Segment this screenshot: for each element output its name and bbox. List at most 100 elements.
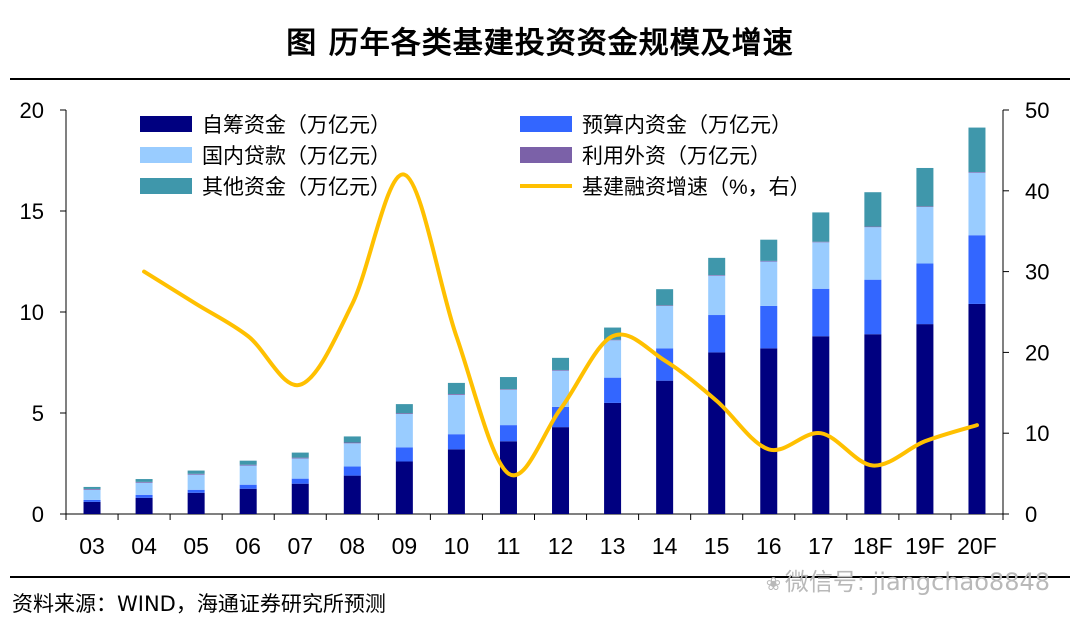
bar-segment — [968, 127, 986, 173]
bar-segment — [499, 389, 517, 390]
legend-label: 预算内资金（万亿元） — [582, 114, 792, 137]
bar-segment — [968, 172, 986, 236]
bar-segment — [812, 241, 830, 243]
legend-swatch — [520, 147, 572, 163]
bar-segment — [656, 305, 674, 349]
x-tick-label: 12 — [548, 533, 574, 559]
legend-label: 基建融资增速（%，右） — [582, 176, 811, 199]
bar-segment — [343, 466, 361, 476]
legend-label: 自筹资金（万亿元） — [202, 114, 391, 137]
bar-segment — [760, 260, 778, 262]
bar-segment — [656, 305, 674, 306]
bar-segment — [83, 486, 101, 489]
right-tick-label: 10 — [1025, 421, 1049, 446]
x-tick-label: 13 — [600, 533, 626, 559]
bar-segment — [291, 452, 309, 458]
bar-segment — [916, 167, 934, 207]
left-tick-label: 20 — [20, 98, 44, 123]
right-tick-label: 0 — [1025, 502, 1037, 527]
legend-label: 国内贷款（万亿元） — [202, 145, 391, 168]
chart-title: 图 历年各类基建投资资金规模及增速 — [286, 26, 794, 61]
bar-segment — [187, 489, 205, 493]
bar-segment — [239, 488, 257, 514]
bar-segment — [499, 441, 517, 514]
x-tick-label: 03 — [79, 533, 105, 559]
x-tick-label: 07 — [287, 533, 313, 559]
bar-segment — [499, 389, 517, 426]
bar-segment — [864, 192, 882, 227]
left-tick-label: 15 — [20, 199, 44, 224]
x-tick-label: 17 — [808, 533, 834, 559]
bar-segment — [187, 474, 205, 490]
x-tick-label: 14 — [652, 533, 678, 559]
bar-segment — [656, 380, 674, 514]
right-tick-label: 30 — [1025, 260, 1049, 285]
x-tick-label: 16 — [756, 533, 782, 559]
bar-segment — [187, 492, 205, 514]
bar-segment — [552, 369, 570, 371]
x-tick-label: 20F — [957, 533, 997, 559]
bar-segment — [447, 394, 465, 395]
bar-segment — [968, 172, 986, 173]
watermark-text: 微信号: jiangchao8848 — [784, 568, 1050, 596]
bar-segment — [239, 460, 257, 465]
bar-segment — [343, 443, 361, 467]
legend-swatch — [140, 116, 192, 132]
legend-label: 其他资金（万亿元） — [202, 176, 391, 199]
bar-segment — [135, 481, 153, 483]
bar-segment — [83, 488, 101, 490]
x-tick-label: 15 — [704, 533, 730, 559]
legend-swatch — [140, 178, 192, 194]
bar-segment — [916, 324, 934, 514]
bar-segment — [447, 434, 465, 450]
bottom-rule — [10, 576, 1070, 578]
bar-segment — [395, 404, 413, 414]
bar-segment — [343, 442, 361, 444]
bar-segment — [916, 206, 934, 207]
x-tick-label: 19F — [905, 533, 945, 559]
bar-segment — [864, 279, 882, 335]
bar-segment — [708, 275, 726, 316]
bar-segment — [343, 436, 361, 443]
bar-segment — [187, 470, 205, 474]
bar-segment — [604, 340, 622, 378]
bar-segment — [604, 339, 622, 341]
legend-label: 利用外资（万亿元） — [582, 145, 771, 168]
bar-segment — [760, 348, 778, 514]
bar-segment — [812, 212, 830, 242]
bar-segment — [135, 482, 153, 495]
bar-segment — [968, 303, 986, 514]
left-tick-label: 5 — [32, 401, 44, 426]
x-tick-label: 18F — [853, 533, 893, 559]
bar-segment — [864, 227, 882, 280]
growth-line — [142, 172, 979, 478]
bar-segment — [812, 336, 830, 514]
bar-segment — [291, 478, 309, 484]
bar-segment — [395, 447, 413, 462]
bar-segment — [760, 261, 778, 306]
bar-segment — [135, 497, 153, 514]
bar-segment — [812, 288, 830, 337]
line-layer — [142, 172, 979, 478]
bar-segment — [291, 483, 309, 514]
bar-segment — [864, 334, 882, 514]
bar-segment — [239, 465, 257, 485]
bar-segment — [708, 275, 726, 276]
bar-segment — [864, 226, 882, 228]
bar-segment — [395, 461, 413, 514]
bar-segment — [291, 458, 309, 479]
bar-segment — [499, 425, 517, 442]
watermark: ❀ 微信号: jiangchao8848 — [766, 562, 1050, 597]
bar-segment — [83, 499, 101, 502]
right-tick-label: 20 — [1025, 340, 1049, 365]
x-tick-label: 08 — [340, 533, 366, 559]
bar-segment — [708, 257, 726, 276]
legend: 自筹资金（万亿元） 预算内资金（万亿元） 国内贷款（万亿元） 利用外资（万亿元） 其他资… — [140, 114, 811, 199]
bars — [83, 127, 986, 514]
bar-segment — [760, 305, 778, 349]
legend-swatch — [520, 116, 572, 132]
bar-segment — [916, 206, 934, 264]
bar-segment — [552, 427, 570, 514]
